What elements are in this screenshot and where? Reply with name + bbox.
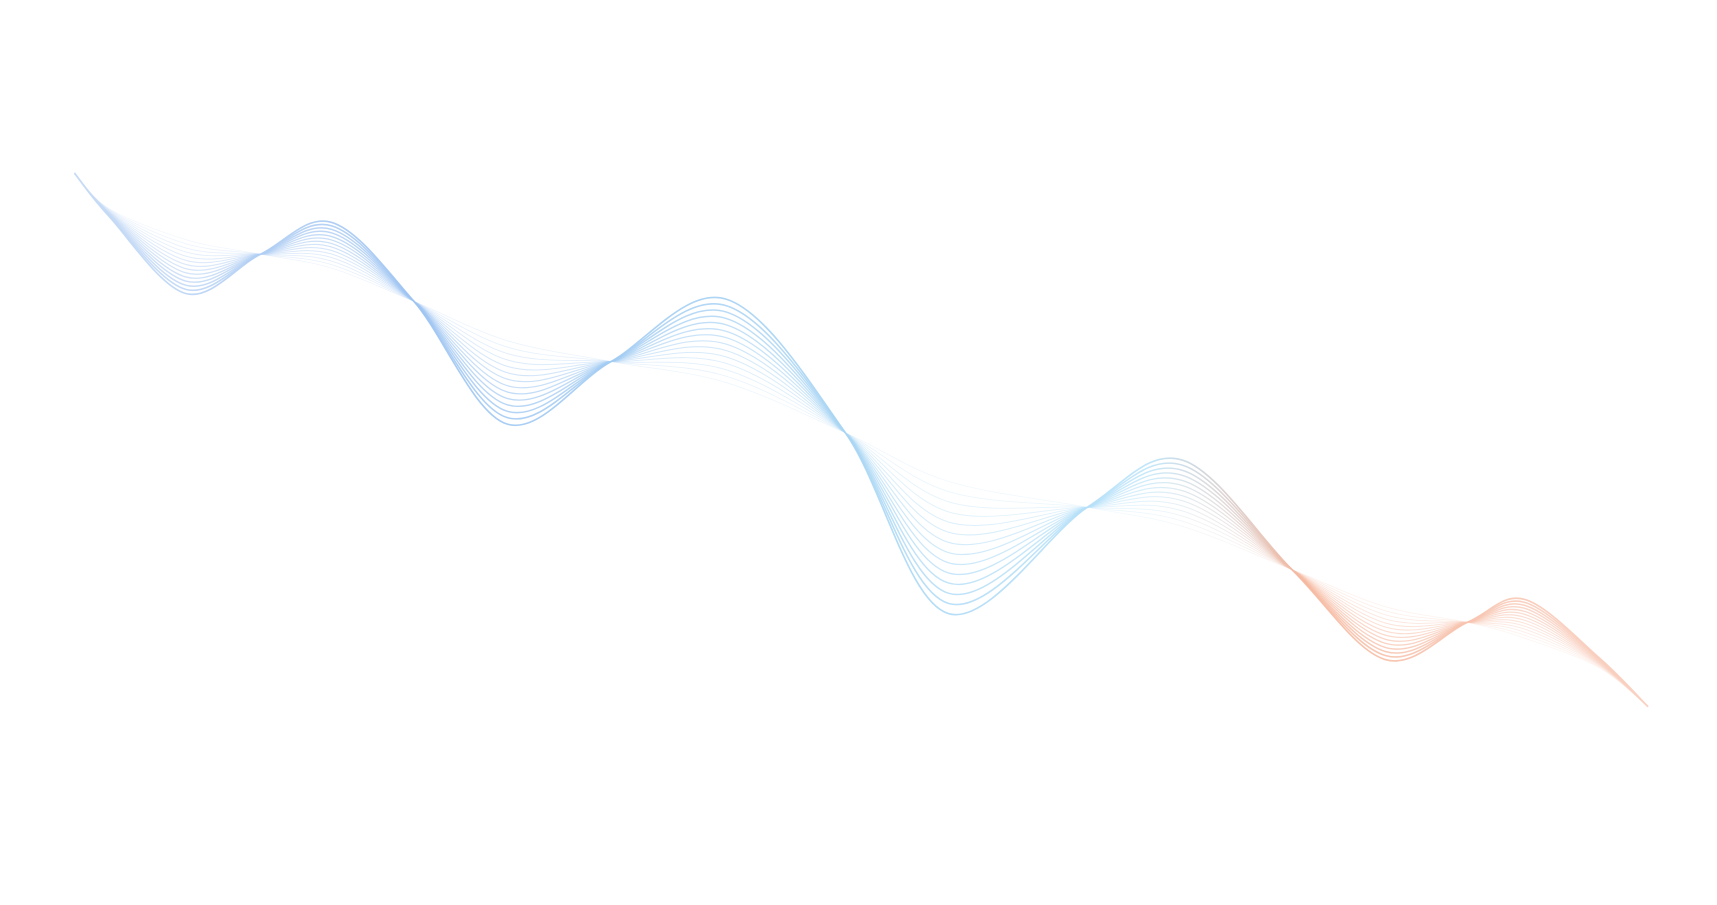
- wave-line: [73, 172, 1649, 708]
- wave-line: [74, 172, 1649, 708]
- wave-line-group: [73, 172, 1649, 708]
